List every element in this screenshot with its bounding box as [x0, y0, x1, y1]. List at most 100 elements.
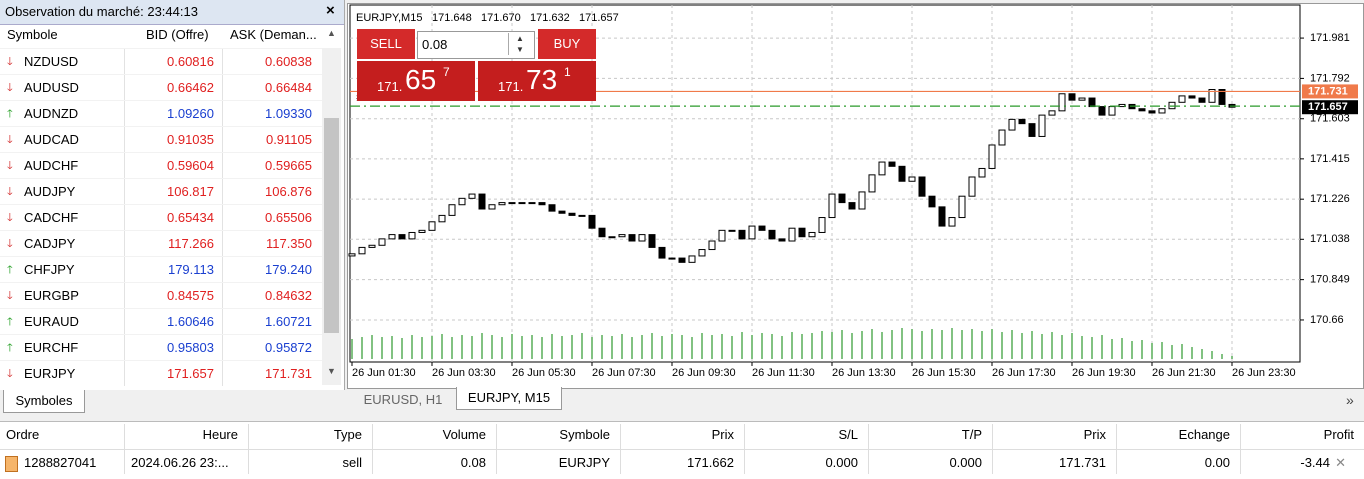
candle-body: [758, 225, 766, 231]
candle-body: [1048, 110, 1056, 116]
candle-body: [818, 217, 826, 233]
y-tick-label: 171.792: [1310, 72, 1350, 84]
symbol-row[interactable]: 🡓 AUDUSD 0.66462 0.66484: [0, 74, 322, 101]
symbol-row[interactable]: 🡓 AUDCHF 0.59604 0.59665: [0, 152, 322, 179]
candle-body: [368, 244, 376, 248]
x-tick-label: 26 Jun 09:30: [672, 367, 736, 379]
candle-body: [878, 161, 886, 176]
symbol: EURCHF: [24, 340, 79, 355]
symbol: AUDCHF: [24, 158, 79, 173]
scroll-up[interactable]: ▲: [327, 28, 336, 38]
ask: 179.240: [265, 262, 312, 277]
symbol-row[interactable]: 🡑 EURAUD 1.60646 1.60721: [0, 308, 322, 335]
symbol-row[interactable]: 🡑 CHFJPY 179.113 179.240: [0, 256, 322, 283]
scrollbar[interactable]: ▲ ▼: [322, 28, 341, 385]
symbol-row[interactable]: 🡑 AUDNZD 1.09260 1.09330: [0, 100, 322, 127]
price-point: 1: [564, 65, 571, 79]
symbol-row[interactable]: 🡓 AUDJPY 106.817 106.876: [0, 178, 322, 205]
symbol-row[interactable]: 🡑 EURCHF 0.95803 0.95872: [0, 334, 322, 361]
candle-body: [1208, 89, 1216, 103]
trend-arrow: 🡑: [7, 342, 13, 354]
candle-body: [1158, 108, 1166, 114]
candle-body: [698, 249, 706, 257]
candle-body: [648, 234, 656, 248]
candle-body: [718, 229, 726, 242]
candle-body: [728, 229, 736, 232]
candle-body: [978, 167, 986, 178]
bid-tag: [1302, 100, 1358, 115]
candle-body: [478, 193, 486, 210]
candle-body: [738, 229, 746, 240]
buy-button[interactable]: BUY: [538, 29, 596, 59]
trade-cell: 1288827041: [24, 455, 97, 470]
trade-row[interactable]: 1288827041 2024.06.26 23:... sell 0.08 EURJP…: [0, 450, 1364, 477]
candle-body: [948, 217, 956, 227]
column-header: BID (Offre): [146, 27, 209, 42]
sell-button[interactable]: SELL: [357, 29, 415, 59]
market-watch: Observation du marché: 23:44:13 × Symbol…: [0, 0, 345, 390]
trend-arrow: 🡑: [7, 316, 13, 328]
x-tick-label: 26 Jun 07:30: [592, 367, 656, 379]
symbol-row[interactable]: 🡓 EURJPY 171.657 171.731: [0, 360, 322, 387]
trade-cell: 171.731: [1059, 455, 1106, 470]
candle-body: [598, 227, 606, 238]
scroll-down[interactable]: ▼: [327, 366, 336, 376]
candle-body: [1028, 123, 1036, 137]
candle-body: [558, 210, 566, 214]
symbol: EURGBP: [24, 288, 79, 303]
sell-price[interactable]: 171. 65 7: [357, 61, 475, 101]
trade-cell: 0.000: [949, 455, 982, 470]
symbols-table: Symbole BID (Offre) ASK (Deman... 🡓 NZDUSD 0.…: [0, 24, 322, 386]
col-sep: [124, 48, 125, 386]
column-header: ASK (Deman...: [230, 27, 317, 42]
candle-body: [808, 231, 816, 238]
symbol-row[interactable]: 🡓 EURGBP 0.84575 0.84632: [0, 282, 322, 309]
candle-body: [358, 246, 366, 255]
bid: 1.60646: [167, 314, 214, 329]
buy-price[interactable]: 171. 73 1: [478, 61, 596, 101]
chart-header: EURJPY,M15: [356, 12, 422, 24]
column-header: Ordre: [6, 427, 40, 442]
column-header: Type: [333, 427, 362, 442]
symbol-row[interactable]: 🡓 AUDCAD 0.91035 0.91105: [0, 126, 322, 153]
candle-body: [398, 234, 406, 240]
symbol-row[interactable]: 🡓 CADJPY 117.266 117.350: [0, 230, 322, 257]
more-tabs[interactable]: »: [1346, 392, 1354, 408]
bid: 0.84575: [167, 288, 214, 303]
candle-body: [688, 255, 696, 263]
scroll-thumb[interactable]: [324, 118, 339, 333]
tab[interactable]: Symboles: [3, 390, 85, 413]
candle-body: [568, 212, 576, 216]
price-prefix: 171.: [377, 79, 403, 94]
close-trade[interactable]: ✕: [1335, 455, 1346, 470]
trend-arrow: 🡓: [7, 368, 13, 380]
lot-input[interactable]: 0.08 ▲ ▼: [417, 31, 535, 59]
candle-body: [498, 202, 506, 206]
candle-body: [828, 193, 836, 219]
candle-body: [458, 197, 466, 206]
ask: 0.95872: [265, 340, 312, 355]
symbol: AUDUSD: [24, 80, 79, 95]
one-click-panel: SELL 0.08 ▲ ▼ BUY 171. 65 7 171. 73 1: [357, 29, 597, 101]
candle-body: [848, 202, 856, 210]
candle-body: [538, 202, 546, 206]
price-big: 65: [405, 64, 437, 95]
spinner[interactable]: ▲ ▼: [508, 33, 531, 55]
symbol-row[interactable]: 🡓 NZDUSD 0.60816 0.60838: [0, 48, 322, 75]
price-prefix: 171.: [498, 79, 524, 94]
candle-body: [958, 195, 966, 219]
trend-arrow: 🡓: [7, 82, 13, 94]
column-header: Prix: [1083, 427, 1106, 442]
x-tick-label: 26 Jun 05:30: [512, 367, 576, 379]
chart-tab[interactable]: EURUSD, H1: [363, 392, 443, 407]
candle-body: [968, 176, 976, 197]
chart-tab-active[interactable]: EURJPY, M15: [456, 387, 562, 410]
candle-body: [748, 225, 756, 240]
candle-body: [608, 236, 616, 239]
symbol-row[interactable]: 🡓 CADCHF 0.65434 0.65506: [0, 204, 322, 231]
title-bar: Observation du marché: 23:44:13 ×: [0, 0, 344, 25]
candle-body: [1078, 97, 1086, 101]
symbol: NZDUSD: [24, 54, 79, 69]
close-button[interactable]: ×: [326, 2, 335, 19]
